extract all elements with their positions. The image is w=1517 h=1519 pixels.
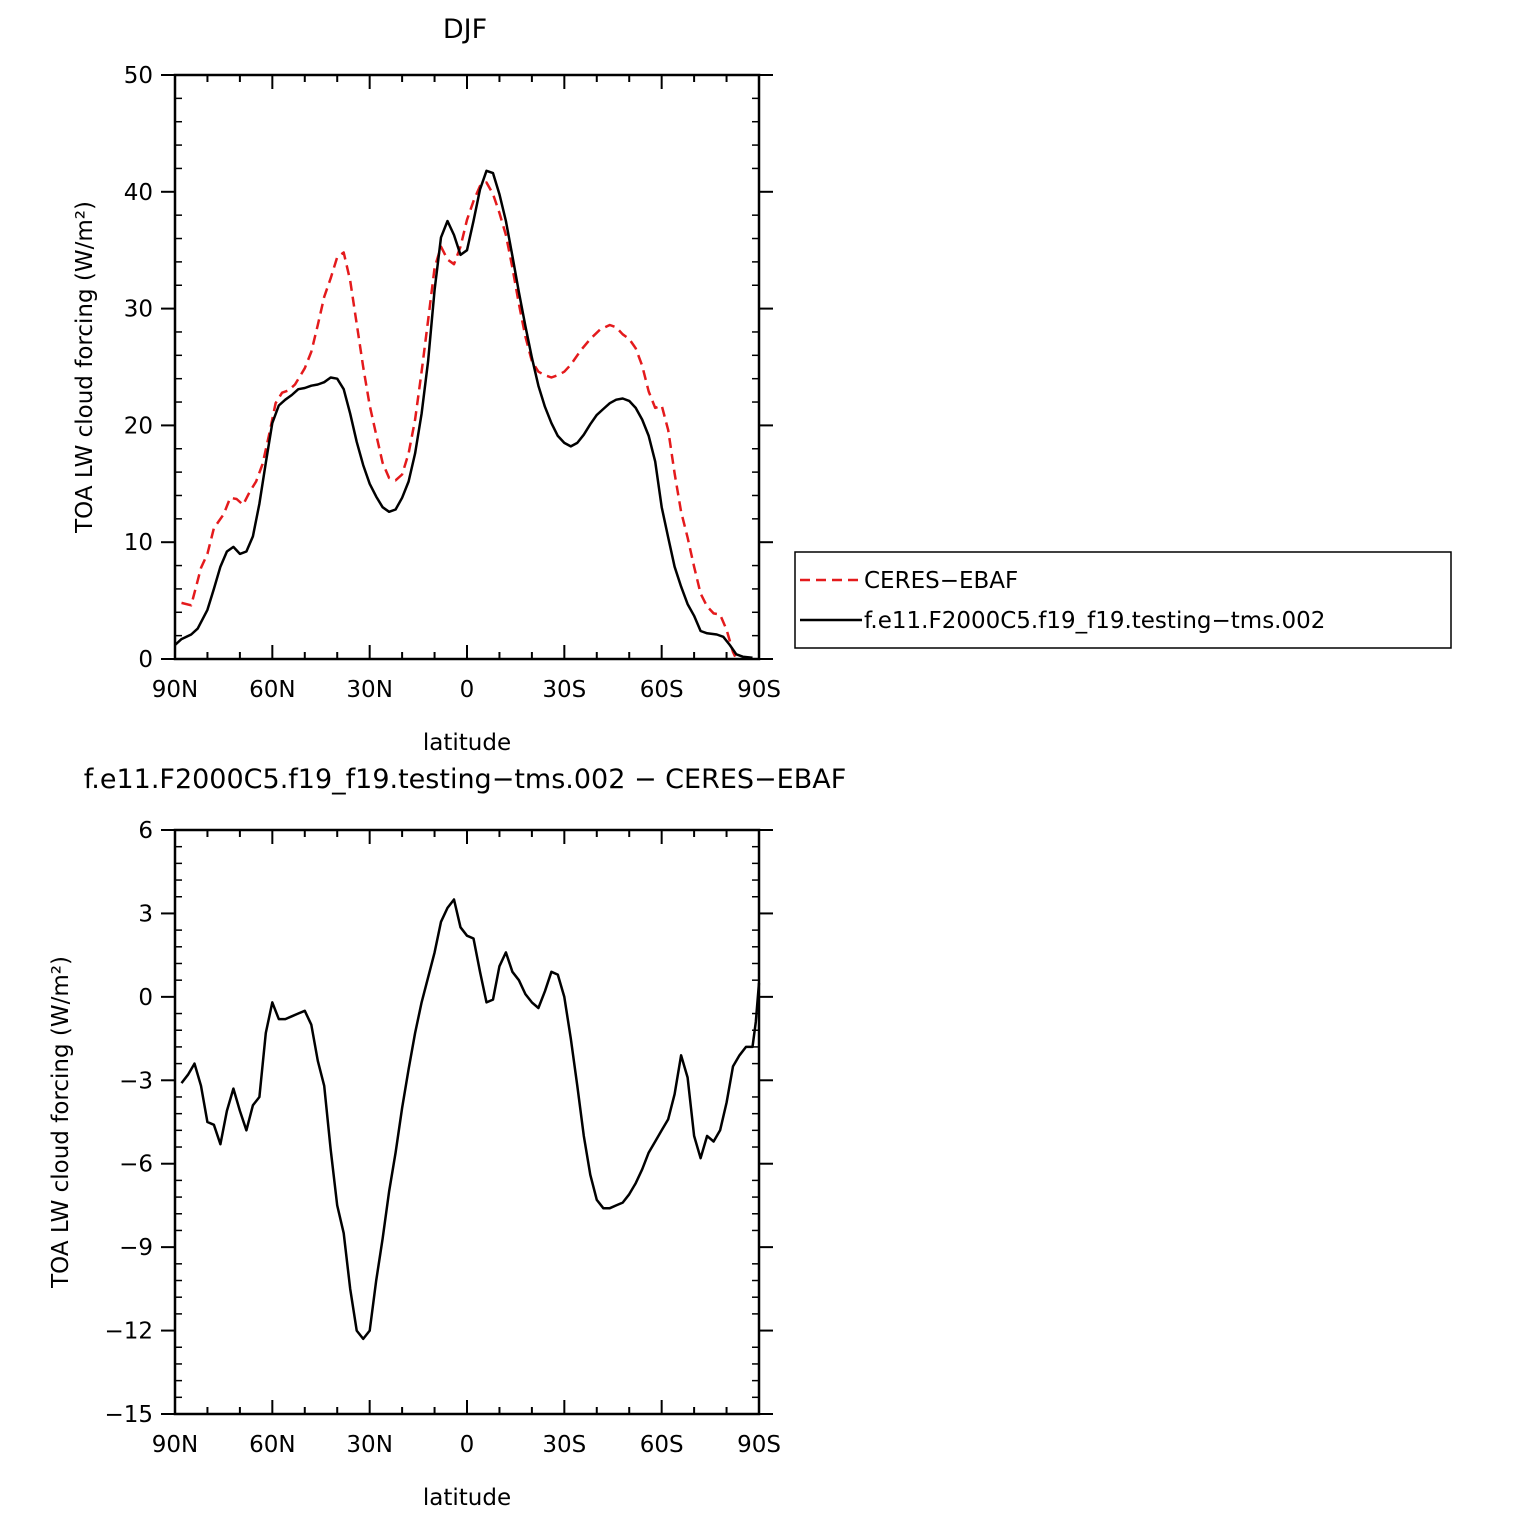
x-tick-label: 0 xyxy=(460,1432,475,1458)
x-tick-label: 90N xyxy=(152,1432,198,1458)
y-tick-label: −15 xyxy=(104,1402,153,1428)
y-tick-label: 20 xyxy=(124,413,153,439)
y-tick-label: 0 xyxy=(138,647,153,673)
legend-label-ceres: CERES−EBAF xyxy=(864,568,1018,594)
bottom-panel: f.e11.F2000C5.f19_f19.testing−tms.002 − … xyxy=(48,764,846,1511)
x-tick-label: 60N xyxy=(249,1432,295,1458)
y-tick-label: 3 xyxy=(138,901,153,927)
y-tick-label: 40 xyxy=(124,180,153,206)
bottom-tick-labels: 90N 60N 30N 0 30S 60S 90S 6 3 0 −3 −6 −9 −12 −15 xyxy=(104,818,780,1458)
top-grid-ticks xyxy=(161,74,773,660)
x-tick-label: 30N xyxy=(346,677,392,703)
x-tick-label: 90S xyxy=(737,677,781,703)
bottom-xlabel: latitude xyxy=(423,1485,511,1511)
bottom-series-line-difference xyxy=(180,898,761,1341)
y-tick-label: −9 xyxy=(119,1235,153,1261)
legend: CERES−EBAF f.e11.F2000C5.f19_f19.testing… xyxy=(794,551,1452,649)
x-tick-label: 0 xyxy=(460,677,475,703)
bottom-plot-frame xyxy=(173,828,761,1416)
top-xlabel: latitude xyxy=(423,730,511,756)
bottom-series xyxy=(180,898,761,1341)
x-tick-label: 60S xyxy=(640,1432,684,1458)
top-panel: DJF 90N 60N 30N 0 30S 60S 90S 0 10 20 30 40 50 latit… xyxy=(72,14,781,756)
top-ylabel: TOA LW cloud forcing (W/m²) xyxy=(72,201,98,534)
legend-label-model: f.e11.F2000C5.f19_f19.testing−tms.002 xyxy=(864,608,1325,634)
x-tick-label: 30S xyxy=(542,1432,586,1458)
x-tick-label: 30S xyxy=(542,677,586,703)
y-tick-label: 10 xyxy=(124,530,153,556)
x-tick-label: 30N xyxy=(346,1432,392,1458)
y-tick-label: 50 xyxy=(124,63,153,89)
y-tick-label: 6 xyxy=(138,818,153,844)
top-series-line-model xyxy=(174,169,753,660)
bottom-title: f.e11.F2000C5.f19_f19.testing−tms.002 − … xyxy=(84,764,847,795)
y-tick-label: 0 xyxy=(138,985,153,1011)
top-title: DJF xyxy=(443,14,487,45)
x-tick-label: 60S xyxy=(640,677,684,703)
x-tick-label: 90S xyxy=(737,1432,781,1458)
top-tick-labels: 90N 60N 30N 0 30S 60S 90S 0 10 20 30 40 50 xyxy=(124,63,781,703)
bottom-grid-ticks xyxy=(161,829,773,1415)
top-plot-frame xyxy=(173,73,761,661)
top-series xyxy=(174,169,753,660)
x-tick-label: 90N xyxy=(152,677,198,703)
y-tick-label: −3 xyxy=(119,1068,153,1094)
y-tick-label: −12 xyxy=(104,1319,153,1345)
x-tick-label: 60N xyxy=(249,677,295,703)
y-tick-label: 30 xyxy=(124,297,153,323)
y-tick-label: −6 xyxy=(119,1152,153,1178)
bottom-ylabel: TOA LW cloud forcing (W/m²) xyxy=(48,956,74,1289)
top-series-line-ceres-ebaf xyxy=(181,181,738,660)
legend-box xyxy=(794,551,1452,649)
